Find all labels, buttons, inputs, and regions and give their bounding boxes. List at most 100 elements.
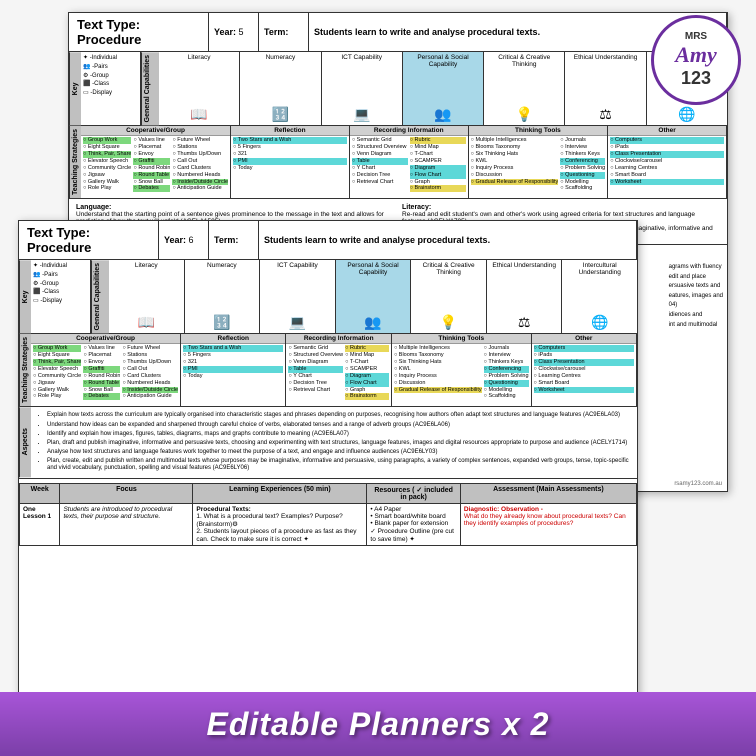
capability-name: Critical & Creative Thinking xyxy=(413,262,484,276)
strategy-item: ○ Worksheet xyxy=(534,387,634,394)
strategy-header: Thinking Tools xyxy=(392,334,531,344)
strategy-item: ○ Today xyxy=(233,165,347,172)
capability-icon: ⚖ xyxy=(518,314,531,331)
strategy-item: ○ Class Presentation xyxy=(534,359,634,366)
capability-name: Numeracy xyxy=(207,262,237,269)
capability-cell: ICT Capability💻 xyxy=(260,260,336,333)
strategy-item: ○ Conferencing xyxy=(484,366,529,373)
capability-icon: 📖 xyxy=(138,314,155,331)
aspect-item: Identify and explain how images, figures… xyxy=(47,431,631,438)
strategy-item: ○ Round Table xyxy=(133,172,170,179)
strategies-label: Teaching Strategies xyxy=(19,334,31,406)
strategy-item: ○ Diagram xyxy=(345,373,389,380)
strategy-col: ○ Computers○ iPads○ Class Presentation ○ … xyxy=(533,345,635,393)
capability-cell: Literacy📖 xyxy=(159,52,240,125)
strategy-item: ○ Structured Overview xyxy=(288,352,343,359)
strategy-col: ○ Group Work○ Eight Square○ Think, Pair,… xyxy=(32,345,82,400)
strategy-item: ○ Mind Map xyxy=(410,144,466,151)
strategy-item: ○ Learning Centres xyxy=(610,165,724,172)
strategy-item: ○ Call Out xyxy=(122,366,178,373)
strategy-item: ○ Thinkers Keys xyxy=(484,359,529,366)
strategy-item: ○ Inside/Outside Circle xyxy=(122,387,178,394)
strategy-item: ○ Interview xyxy=(484,352,529,359)
strategy-item: ○ Gradual Release of Responsibility xyxy=(471,179,559,186)
strategy-item: ○ iPads xyxy=(534,352,634,359)
capability-icon: 📖 xyxy=(190,106,207,123)
page-header: Text Type: ProcedureYear: 6Term:Students… xyxy=(19,221,637,260)
strategy-item: ○ KWL xyxy=(394,366,482,373)
strategy-item: ○ Jigsaw xyxy=(83,172,131,179)
key-item: ▭ -Display xyxy=(33,298,88,306)
capability-cell: ICT Capability💻 xyxy=(322,52,403,125)
strategy-header: Other xyxy=(608,126,726,136)
strategy-col: ○ Two Stars and a Wish○ 5 Fingers○ 321○ … xyxy=(182,345,284,379)
strategy-item: ○ Six Thinking Hats xyxy=(394,359,482,366)
strategy-group: Cooperative/Group○ Group Work○ Eight Squ… xyxy=(31,334,181,406)
capability-icon: 🔢 xyxy=(272,106,289,123)
strategy-item: ○ Role Play xyxy=(83,185,131,192)
strategy-item: ○ Graffiti xyxy=(133,158,170,165)
key-item: ▭ -Display xyxy=(83,90,138,98)
strategy-item: ○ Venn Diagram xyxy=(288,359,343,366)
strategy-item: ○ Card Clusters xyxy=(122,373,178,380)
strategy-item: ○ Six Thinking Hats xyxy=(471,151,559,158)
strategy-item: ○ Gallery Walk xyxy=(33,387,81,394)
strategy-item: ○ Interview xyxy=(560,144,605,151)
week-th: Assessment (Main Assessments) xyxy=(460,483,636,503)
strategy-item: ○ Flow Chart xyxy=(410,172,466,179)
strategy-col: ○ Journals○ Interview○ Thinkers Keys○ Co… xyxy=(483,345,530,400)
aspects-list: Explain how texts across the curriculum … xyxy=(31,407,637,477)
logo-mrs: MRS xyxy=(685,31,707,42)
strategy-item: ○ Mind Map xyxy=(345,352,389,359)
capability-cell: Numeracy🔢 xyxy=(240,52,321,125)
strategy-col: ○ Computers○ iPads○ Class Presentation○ … xyxy=(609,137,725,185)
strategy-item: ○ Journals xyxy=(560,137,605,144)
capability-icon: 💻 xyxy=(353,106,370,123)
strategy-item: ○ 5 Fingers xyxy=(233,144,347,151)
strategy-item: ○ Jigsaw xyxy=(33,380,81,387)
week-th: Focus xyxy=(60,483,193,503)
key-label: Key xyxy=(69,52,81,125)
capability-cell: Literacy📖 xyxy=(109,260,185,333)
strategy-col: ○ Semantic Grid○ Structured Overview○ Ve… xyxy=(287,345,344,400)
strategy-item: ○ Elevator Speech xyxy=(83,158,131,165)
strategy-item: ○ Problem Solving xyxy=(560,165,605,172)
capability-name: ICT Capability xyxy=(277,262,318,269)
strategy-item: ○ 5 Fingers xyxy=(183,352,283,359)
capability-icon: 👥 xyxy=(434,106,451,123)
strategy-item: ○ Placemat xyxy=(133,144,170,151)
strategy-item: ○ Questioning xyxy=(560,172,605,179)
strategy-item: ○ Rubric xyxy=(345,345,389,352)
capability-cell: Personal & Social Capability 👥 xyxy=(403,52,484,125)
strategy-item: ○ 321 xyxy=(183,359,283,366)
strategy-group: Other○ Computers○ iPads○ Class Presentat… xyxy=(608,126,727,198)
key-item: ⬛ -Class xyxy=(33,289,88,297)
strategy-item: ○ Values line xyxy=(133,137,170,144)
capability-name: Critical & Creative Thinking xyxy=(486,54,562,68)
capability-name: Personal & Social Capability xyxy=(405,54,481,68)
strategy-item: ○ Gallery Walk xyxy=(83,179,131,186)
strategy-item: ○ Questioning xyxy=(484,380,529,387)
strategy-col: ○ Multiple Intelligences○ Blooms Taxonom… xyxy=(470,137,560,192)
strategy-item: ○ Brainstorm xyxy=(345,393,389,400)
strategy-header: Reflection xyxy=(181,334,285,344)
strategy-item: ○ Group Work xyxy=(33,345,81,352)
strategy-item: ○ Future Wheel xyxy=(122,345,178,352)
logo-num: 123 xyxy=(681,68,711,89)
strategy-group: Cooperative/Group○ Group Work○ Eight Squ… xyxy=(81,126,231,198)
strategy-item: ○ Numbered Heads xyxy=(172,172,228,179)
strategy-col: ○ Journals○ Interview○ Thinkers Keys○ Co… xyxy=(559,137,606,192)
week-num: One Lesson 1 xyxy=(20,503,60,545)
strategy-item: ○ Class Presentation xyxy=(610,151,724,158)
strategy-item: ○ Stations xyxy=(172,144,228,151)
strategy-item: ○ Computers xyxy=(534,345,634,352)
strategy-item: ○ T-Chart xyxy=(410,151,466,158)
strategy-item: ○ Retrieval Chart xyxy=(352,179,408,186)
capability-cell: Ethical Understanding⚖ xyxy=(487,260,563,333)
strategy-item: ○ Round Robin xyxy=(133,165,170,172)
strategy-item: ○ Retrieval Chart xyxy=(288,387,343,394)
capability-name: Personal & Social Capability xyxy=(338,262,409,276)
strategy-item: ○ Elevator Speech xyxy=(33,366,81,373)
strategy-col: ○ Future Wheel○ Stations○ Thumbs Up/Down… xyxy=(171,137,229,192)
strategy-item: ○ Modelling xyxy=(560,179,605,186)
